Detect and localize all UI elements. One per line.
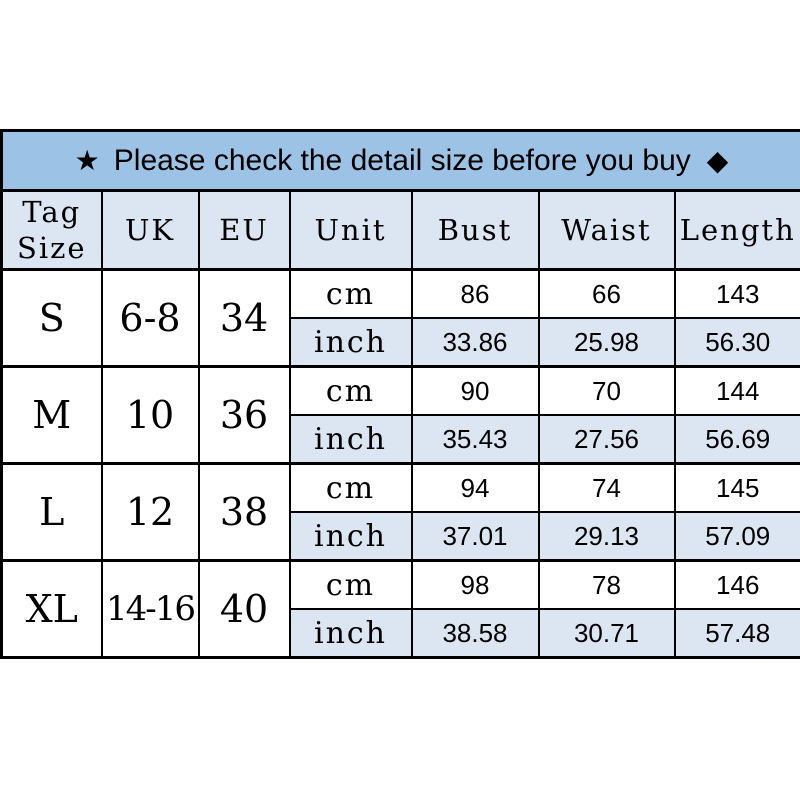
waist-cm-cell-m: 70 [537,365,676,416]
uk-cell-m: 10 [100,365,200,465]
header-length: Length [673,189,800,271]
header-tag-line2: Size [16,231,87,265]
bust-cm-cell-s: 86 [410,268,540,319]
waist-cm-cell-s: 66 [537,268,676,319]
header-uk: UK [100,189,200,271]
bust-cm-cell-m: 90 [410,365,540,416]
header-bust: Bust [410,189,540,271]
bust-inch-cell-l: 37.01 [410,511,540,562]
unit-inch-cell-l: inch [288,511,413,562]
length-inch-cell-s: 56.30 [673,317,800,368]
unit-inch-cell-xl: inch [288,608,413,659]
bust-inch-cell-xl: 38.58 [410,608,540,659]
waist-inch-cell-l: 29.13 [537,511,676,562]
waist-inch-cell-xl: 30.71 [537,608,676,659]
table-row: L 12 38 cm 94 74 145 [0,462,800,562]
unit-inch-cell-s: inch [288,317,413,368]
bust-inch-cell-s: 33.86 [410,317,540,368]
length-inch-cell-m: 56.69 [673,414,800,465]
unit-cm-cell-xl: cm [288,559,413,610]
waist-cm-cell-l: 74 [537,462,676,513]
banner: ★ Please check the detail size before you… [0,129,800,192]
length-inch-cell-xl: 57.48 [673,608,800,659]
table-row: S 6-8 34 cm 86 66 143 [0,268,800,368]
star-icon: ★ [74,144,100,176]
table-header-row: Tag Size UK EU Unit Bust Waist Length [0,189,800,271]
table-row: M 10 36 cm 90 70 144 [0,365,800,465]
uk-cell-s: 6-8 [100,268,200,368]
size-chart: ★ Please check the detail size before you… [0,129,800,659]
eu-cell-xl: 40 [197,559,291,659]
length-inch-cell-l: 57.09 [673,511,800,562]
table-row: inch 37.01 29.13 57.09 [2,511,800,562]
table-row: inch 38.58 30.71 57.48 [2,608,800,659]
table-row: XL 14-16 40 cm 98 78 146 [0,559,800,659]
waist-inch-cell-s: 25.98 [537,317,676,368]
tag-cell-l: L [0,462,103,562]
waist-inch-cell-m: 27.56 [537,414,676,465]
table-row: inch 35.43 27.56 56.69 [2,414,800,465]
eu-cell-m: 36 [197,365,291,465]
tag-cell-m: M [0,365,103,465]
unit-cm-cell-l: cm [288,462,413,513]
tag-cell-xl: XL [0,559,103,659]
banner-row: ★ Please check the detail size before you… [0,129,800,192]
tag-cell-s: S [0,268,103,368]
eu-cell-l: 38 [197,462,291,562]
header-tag-line1: Tag [22,194,82,229]
eu-cell-s: 34 [197,268,291,368]
unit-inch-cell-m: inch [288,414,413,465]
table-row: inch 33.86 25.98 56.30 [2,317,800,368]
size-table: ★ Please check the detail size before you… [0,129,800,659]
banner-text: Please check the detail size before you … [113,143,691,177]
diamond-icon: ◆ [706,144,729,176]
bust-inch-cell-m: 35.43 [410,414,540,465]
bust-cm-cell-l: 94 [410,462,540,513]
bust-cm-cell-xl: 98 [410,559,540,610]
header-tag-size: Tag Size [0,189,103,271]
header-waist: Waist [537,189,676,271]
length-cm-cell-l: 145 [673,462,800,513]
header-eu: EU [197,189,291,271]
uk-cell-l: 12 [100,462,200,562]
length-cm-cell-m: 144 [673,365,800,416]
header-unit: Unit [288,189,413,271]
unit-cm-cell-s: cm [288,268,413,319]
unit-cm-cell-m: cm [288,365,413,416]
waist-cm-cell-xl: 78 [537,559,676,610]
length-cm-cell-xl: 146 [673,559,800,610]
uk-cell-xl: 14-16 [100,559,200,659]
length-cm-cell-s: 143 [673,268,800,319]
